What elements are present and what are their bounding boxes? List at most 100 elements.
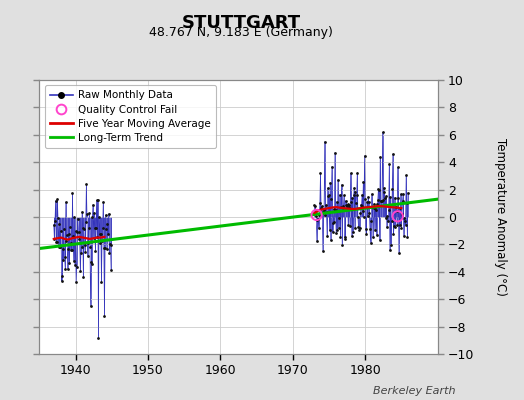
Point bbox=[95, 231, 104, 237]
Point bbox=[334, 176, 342, 183]
Point bbox=[97, 279, 106, 286]
Point bbox=[389, 151, 397, 157]
Point bbox=[50, 236, 59, 243]
Point bbox=[103, 221, 112, 228]
Point bbox=[363, 213, 372, 219]
Point bbox=[81, 249, 90, 255]
Point bbox=[371, 205, 379, 212]
Point bbox=[102, 212, 110, 218]
Point bbox=[373, 201, 381, 207]
Point bbox=[90, 210, 99, 216]
Point bbox=[64, 230, 73, 237]
Point bbox=[80, 242, 89, 248]
Point bbox=[376, 154, 385, 160]
Point bbox=[106, 242, 115, 248]
Point bbox=[79, 274, 88, 280]
Point bbox=[66, 260, 74, 266]
Point bbox=[372, 207, 380, 214]
Point bbox=[104, 231, 112, 237]
Point bbox=[344, 222, 353, 229]
Point bbox=[90, 235, 98, 241]
Point bbox=[401, 222, 410, 228]
Point bbox=[61, 266, 70, 272]
Point bbox=[394, 195, 402, 202]
Point bbox=[360, 214, 368, 220]
Point bbox=[62, 199, 70, 205]
Point bbox=[362, 226, 370, 232]
Point bbox=[312, 212, 321, 218]
Point bbox=[369, 205, 378, 211]
Point bbox=[50, 222, 58, 228]
Point bbox=[380, 189, 389, 195]
Point bbox=[74, 229, 83, 235]
Point bbox=[71, 228, 80, 234]
Point bbox=[343, 201, 352, 208]
Point bbox=[404, 190, 412, 196]
Point bbox=[94, 196, 102, 203]
Point bbox=[58, 278, 66, 284]
Point bbox=[60, 226, 68, 232]
Point bbox=[103, 245, 111, 252]
Point bbox=[337, 182, 346, 188]
Point bbox=[102, 225, 111, 232]
Point bbox=[311, 203, 319, 209]
Point bbox=[318, 210, 326, 216]
Point bbox=[84, 225, 93, 232]
Point bbox=[378, 129, 387, 136]
Point bbox=[106, 241, 114, 247]
Point bbox=[82, 219, 90, 225]
Point bbox=[387, 218, 396, 224]
Point bbox=[80, 226, 88, 232]
Point bbox=[75, 240, 84, 246]
Point bbox=[316, 170, 325, 176]
Point bbox=[100, 245, 108, 252]
Point bbox=[403, 234, 411, 241]
Point bbox=[313, 238, 321, 244]
Point bbox=[70, 258, 78, 264]
Point bbox=[94, 334, 103, 341]
Point bbox=[397, 225, 406, 231]
Point bbox=[350, 192, 358, 198]
Point bbox=[377, 198, 385, 204]
Point bbox=[75, 236, 83, 242]
Point bbox=[52, 238, 61, 245]
Point bbox=[386, 247, 394, 253]
Point bbox=[64, 246, 72, 252]
Point bbox=[365, 198, 373, 205]
Point bbox=[345, 204, 353, 210]
Point bbox=[83, 252, 92, 259]
Point bbox=[391, 223, 399, 230]
Point bbox=[311, 208, 320, 215]
Point bbox=[78, 244, 86, 250]
Point bbox=[82, 181, 91, 187]
Point bbox=[323, 185, 332, 191]
Point bbox=[377, 198, 386, 204]
Point bbox=[361, 152, 369, 159]
Point bbox=[374, 197, 382, 203]
Point bbox=[315, 212, 323, 218]
Point bbox=[375, 187, 383, 193]
Point bbox=[348, 195, 357, 201]
Point bbox=[321, 212, 330, 219]
Point bbox=[72, 264, 81, 270]
Point bbox=[70, 214, 79, 220]
Point bbox=[332, 230, 341, 236]
Point bbox=[59, 246, 67, 252]
Point bbox=[362, 230, 370, 237]
Point bbox=[78, 208, 86, 215]
Point bbox=[390, 223, 398, 230]
Point bbox=[378, 198, 386, 204]
Point bbox=[330, 206, 338, 213]
Point bbox=[374, 186, 383, 192]
Point bbox=[402, 172, 410, 178]
Point bbox=[364, 194, 373, 200]
Point bbox=[352, 200, 361, 206]
Point bbox=[342, 198, 350, 204]
Point bbox=[329, 220, 337, 226]
Point bbox=[370, 226, 379, 233]
Point bbox=[329, 229, 337, 235]
Point bbox=[375, 237, 384, 243]
Point bbox=[331, 207, 340, 213]
Text: STUTTGART: STUTTGART bbox=[181, 14, 301, 32]
Point bbox=[354, 224, 363, 230]
